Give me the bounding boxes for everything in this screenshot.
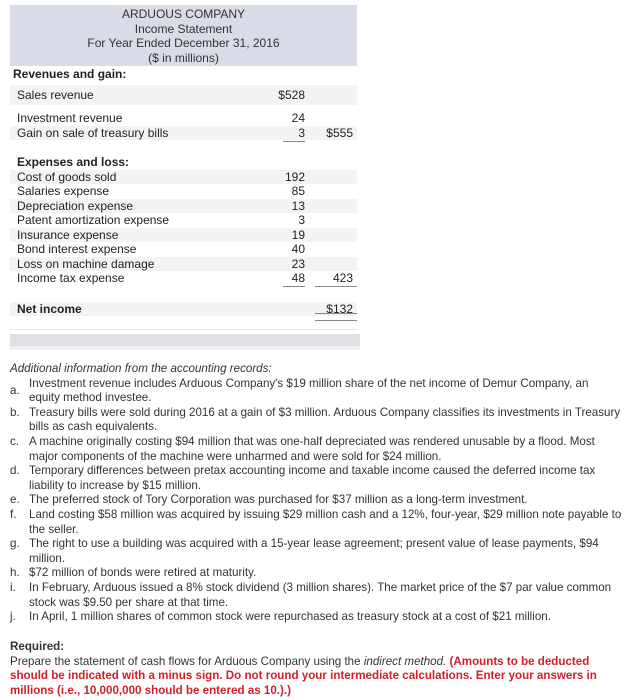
subtotal-rule bbox=[283, 141, 305, 142]
row-value: 48 bbox=[291, 271, 305, 285]
row-label: Income tax expense bbox=[17, 271, 125, 285]
row-label: Patent amortization expense bbox=[17, 213, 170, 227]
row-label: Bond interest expense bbox=[17, 242, 137, 256]
table-row: Bond interest expense 40 bbox=[10, 242, 357, 257]
item-letter: h. bbox=[10, 566, 20, 580]
item-text: The right to use a building was acquired… bbox=[29, 537, 599, 565]
row-value: 3 bbox=[298, 213, 305, 227]
divider bbox=[10, 329, 357, 330]
item-letter: a. bbox=[10, 383, 20, 397]
row-value: 13 bbox=[291, 198, 305, 213]
statement-period: For Year Ended December 31, 2016 bbox=[87, 36, 280, 50]
item-letter: j. bbox=[10, 610, 16, 624]
income-statement: ARDUOUS COMPANY Income Statement For Yea… bbox=[10, 5, 357, 316]
row-value: 19 bbox=[291, 227, 305, 242]
double-rule bbox=[315, 320, 357, 321]
table-row: Patent amortization expense 3 bbox=[10, 213, 357, 228]
item-text: $72 million of bonds were retired at mat… bbox=[29, 566, 257, 580]
item-text: In February, Arduous issued a 8% stock d… bbox=[29, 580, 612, 609]
net-income-row: Net income $132 bbox=[10, 301, 357, 316]
row-value: 192 bbox=[284, 169, 305, 184]
list-item: c. A machine originally costing $94 milli… bbox=[10, 435, 622, 464]
item-letter: c. bbox=[10, 434, 20, 448]
list-item: a. Investment revenue includes Arduous Co… bbox=[10, 377, 622, 406]
list-item: b. Treasury bills were sold during 2016 a… bbox=[10, 406, 622, 435]
item-text: Temporary differences between pretax acc… bbox=[29, 464, 596, 492]
item-letter: i. bbox=[10, 580, 16, 594]
table-row: Cost of goods sold 192 bbox=[10, 169, 357, 184]
row-label: Net income bbox=[17, 301, 82, 316]
row-label: Salaries expense bbox=[17, 184, 110, 198]
item-text: In April, 1 million shares of common sto… bbox=[29, 610, 551, 624]
subtotal-rule bbox=[283, 286, 305, 287]
additional-title: Additional information from the accounti… bbox=[10, 362, 272, 375]
row-label: Depreciation expense bbox=[17, 198, 134, 213]
instructions-text: (Amounts to be deducted should be indica… bbox=[10, 654, 597, 697]
row-value: 40 bbox=[291, 242, 305, 256]
item-letter: f. bbox=[10, 507, 17, 521]
item-letter: e. bbox=[10, 493, 20, 507]
row-total: 423 bbox=[332, 271, 353, 285]
company-name: ARDUOUS COMPANY bbox=[121, 7, 246, 21]
list-item: f. Land costing $58 million was acquired … bbox=[10, 508, 622, 537]
list-item: j. In April, 1 million shares of common s… bbox=[10, 610, 622, 625]
table-row: Depreciation expense 13 bbox=[10, 198, 357, 213]
row-label: Loss on machine damage bbox=[17, 256, 155, 271]
row-label: Cost of goods sold bbox=[17, 169, 117, 184]
item-text: A machine originally costing $94 million… bbox=[29, 434, 595, 463]
double-rule bbox=[315, 313, 357, 314]
item-text: Treasury bills were sold during 2016 at … bbox=[29, 405, 621, 434]
horizontal-scrollbar[interactable] bbox=[10, 334, 360, 350]
required-section: Required: Prepare the statement of cash … bbox=[10, 640, 622, 698]
total-rule bbox=[315, 286, 357, 287]
expenses-heading: Expenses and loss: bbox=[17, 155, 130, 169]
list-item: i. In February, Arduous issued a 8% stock… bbox=[10, 581, 622, 610]
list-item: d. Temporary differences between pretax a… bbox=[10, 464, 622, 493]
item-text: The preferred stock of Tory Corporation … bbox=[29, 493, 528, 507]
row-label: Gain on sale of treasury bills bbox=[17, 125, 169, 140]
row-value: 85 bbox=[291, 184, 305, 198]
row-total: $555 bbox=[326, 125, 353, 140]
item-text: Investment revenue includes Arduous Comp… bbox=[29, 376, 589, 405]
required-text: Prepare the statement of cash flows for … bbox=[10, 654, 597, 697]
table-row: Sales revenue $528 bbox=[10, 85, 357, 105]
additional-information: Additional information from the accounti… bbox=[10, 362, 622, 625]
list-item: g. The right to use a building was acquir… bbox=[10, 537, 622, 566]
table-row: Gain on sale of treasury bills 3 $555 bbox=[10, 125, 357, 140]
list-item: h. $72 million of bonds were retired at m… bbox=[10, 566, 622, 581]
revenues-heading: Revenues and gain: bbox=[13, 67, 127, 81]
item-text: Land costing $58 million was acquired by… bbox=[29, 507, 622, 536]
statement-units: ($ in millions) bbox=[148, 50, 219, 65]
row-label: Investment revenue bbox=[17, 111, 123, 125]
required-heading: Required: bbox=[10, 640, 65, 653]
net-income-value: $132 bbox=[326, 301, 353, 316]
row-value: 3 bbox=[298, 125, 305, 140]
statement-header: ARDUOUS COMPANY Income Statement For Yea… bbox=[10, 5, 357, 66]
item-letter: d. bbox=[10, 464, 20, 478]
row-value: 23 bbox=[291, 256, 305, 271]
table-row: Income tax expense 48 423 bbox=[10, 271, 357, 286]
item-letter: g. bbox=[10, 537, 20, 551]
table-row: Insurance expense 19 bbox=[10, 227, 357, 242]
row-value: $528 bbox=[278, 88, 305, 102]
method-text: indirect method. bbox=[363, 654, 447, 668]
row-label: Sales revenue bbox=[17, 88, 94, 102]
table-row: Investment revenue 24 bbox=[10, 111, 357, 126]
statement-title: Income Statement bbox=[134, 21, 233, 36]
table-row: Loss on machine damage 23 bbox=[10, 256, 357, 271]
item-letter: b. bbox=[10, 405, 20, 419]
row-label: Insurance expense bbox=[17, 227, 119, 242]
table-row: Salaries expense 85 bbox=[10, 184, 357, 199]
row-value: 24 bbox=[291, 111, 305, 125]
list-item: e. The preferred stock of Tory Corporatio… bbox=[10, 493, 622, 508]
